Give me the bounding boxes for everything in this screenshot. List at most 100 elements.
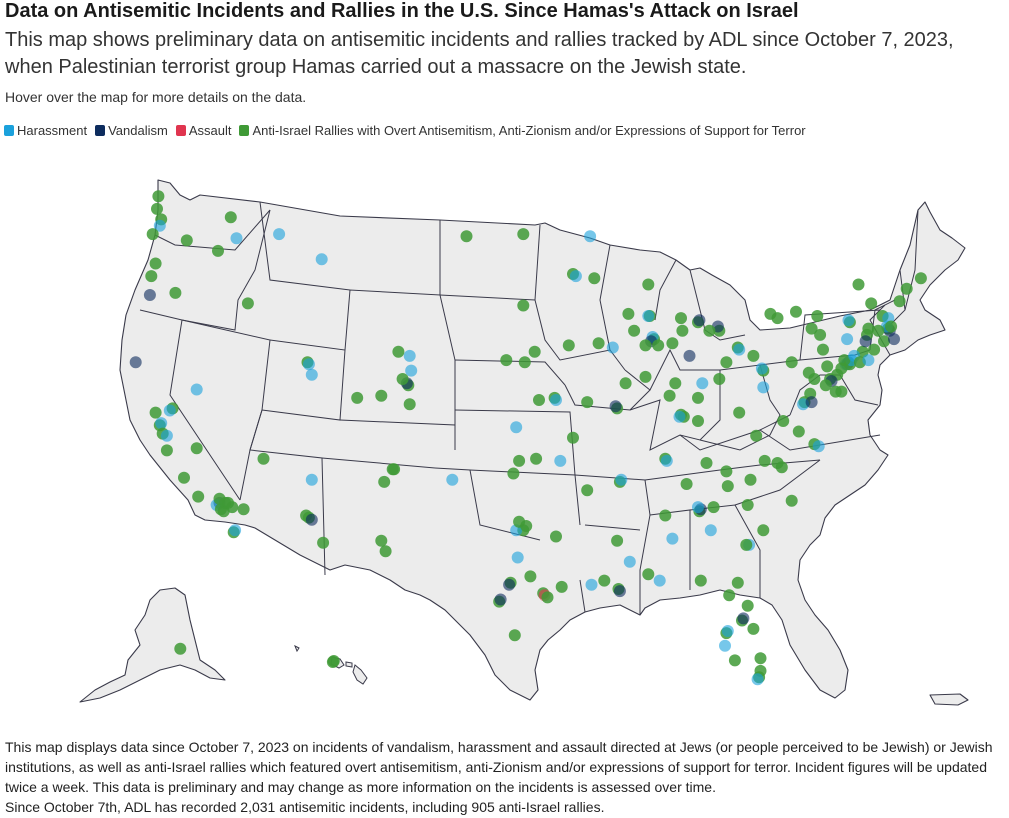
incident-dot-vandalism[interactable] [693, 314, 706, 327]
legend-item-harassment[interactable]: Harassment [4, 123, 87, 138]
incident-dot-rally[interactable] [817, 343, 829, 356]
incident-dot-rally[interactable] [642, 568, 655, 581]
incident-dot-vandalism[interactable] [888, 333, 900, 346]
incident-dot-rally[interactable] [180, 234, 193, 247]
incident-dot-harassment[interactable] [190, 383, 203, 396]
incident-dot-rally[interactable] [507, 467, 520, 480]
incident-dot-rally[interactable] [222, 496, 234, 509]
incident-dot-rally[interactable] [865, 297, 878, 310]
incident-dot-rally[interactable] [669, 377, 682, 390]
incident-dot-rally[interactable] [777, 415, 790, 427]
incident-dot-rally[interactable] [692, 415, 704, 427]
incident-dot-rally[interactable] [713, 373, 726, 385]
incident-dot-rally[interactable] [703, 324, 716, 337]
incident-dot-rally[interactable] [375, 389, 388, 402]
incident-dot-harassment[interactable] [842, 314, 855, 327]
incident-dot-harassment[interactable] [302, 358, 315, 371]
incident-dot-harassment[interactable] [623, 555, 636, 568]
incident-dot-rally[interactable] [628, 324, 641, 337]
incident-dot-harassment[interactable] [653, 574, 666, 587]
incident-dot-harassment[interactable] [315, 253, 328, 266]
incident-dot-rally[interactable] [775, 461, 788, 474]
incident-dot-rally[interactable] [178, 471, 190, 484]
legend-item-rallies[interactable]: Anti-Israel Rallies with Overt Antisemit… [239, 123, 806, 138]
incident-dot-rally[interactable] [862, 322, 875, 335]
legend-item-vandalism[interactable]: Vandalism [95, 123, 168, 138]
incident-dot-rally[interactable] [160, 444, 173, 457]
incident-dot-vandalism[interactable] [737, 612, 750, 625]
incident-dot-rally[interactable] [212, 244, 224, 257]
incident-dot-harassment[interactable] [606, 341, 619, 354]
incident-dot-harassment[interactable] [841, 333, 854, 346]
incident-dot-harassment[interactable] [666, 532, 679, 545]
incident-dot-vandalism[interactable] [683, 349, 696, 362]
incident-dot-rally[interactable] [790, 305, 802, 318]
incident-dot-rally[interactable] [517, 228, 530, 241]
incident-dot-rally[interactable] [744, 473, 757, 486]
incident-dot-harassment[interactable] [155, 417, 168, 430]
incident-dot-rally[interactable] [513, 515, 526, 528]
incident-dot-rally[interactable] [731, 576, 744, 589]
incident-dot-harassment[interactable] [751, 673, 764, 686]
us-incident-map[interactable] [0, 150, 1009, 730]
incident-dot-rally[interactable] [893, 295, 906, 308]
incident-dot-rally[interactable] [754, 652, 767, 665]
incident-dot-vandalism[interactable] [129, 356, 142, 369]
incident-dot-rally[interactable] [885, 320, 898, 333]
incident-dot-rally[interactable] [707, 501, 720, 514]
incident-dot-rally[interactable] [317, 536, 330, 549]
incident-dot-harassment[interactable] [719, 639, 731, 652]
incident-dot-rally[interactable] [821, 360, 834, 373]
incident-dot-rally[interactable] [396, 373, 409, 385]
incident-dot-rally[interactable] [750, 429, 763, 442]
incident-dot-rally[interactable] [666, 337, 679, 350]
incident-dot-rally[interactable] [588, 272, 601, 285]
incident-dot-harassment[interactable] [642, 310, 655, 322]
incident-dot-rally[interactable] [581, 484, 594, 497]
incident-dot-harassment[interactable] [721, 625, 734, 637]
incident-dot-harassment[interactable] [692, 501, 704, 514]
incident-dot-rally[interactable] [351, 391, 364, 404]
incident-dot-rally[interactable] [692, 391, 704, 404]
incident-dot-rally[interactable] [747, 349, 760, 362]
incident-dot-rally[interactable] [513, 454, 526, 467]
incident-dot-rally[interactable] [720, 465, 733, 478]
incident-dot-rally[interactable] [517, 299, 530, 312]
incident-dot-rally[interactable] [747, 622, 760, 635]
incident-dot-rally[interactable] [872, 324, 885, 337]
incident-dot-rally[interactable] [598, 574, 611, 587]
incident-dot-rally[interactable] [192, 490, 205, 503]
incident-dot-rally[interactable] [811, 310, 824, 322]
incident-dot-harassment[interactable] [229, 524, 242, 537]
incident-dot-harassment[interactable] [862, 354, 875, 367]
incident-dot-harassment[interactable] [511, 551, 524, 564]
incident-dot-rally[interactable] [581, 396, 594, 409]
incident-dot-rally[interactable] [785, 356, 798, 369]
incident-dot-harassment[interactable] [615, 473, 628, 486]
incident-dot-vandalism[interactable] [613, 585, 626, 598]
incident-dot-rally[interactable] [533, 394, 545, 406]
incident-dot-harassment[interactable] [153, 219, 166, 232]
incident-dot-rally[interactable] [676, 324, 689, 337]
incident-dot-harassment[interactable] [660, 454, 673, 467]
incident-dot-vandalism[interactable] [305, 513, 318, 526]
incident-dot-vandalism[interactable] [805, 396, 818, 409]
incident-dot-rally[interactable] [375, 534, 388, 547]
incident-dot-harassment[interactable] [550, 394, 562, 406]
incident-dot-rally[interactable] [257, 452, 270, 465]
incident-dot-harassment[interactable] [305, 473, 318, 486]
incident-dot-rally[interactable] [680, 478, 693, 490]
incident-dot-rally[interactable] [721, 480, 734, 493]
incident-dot-harassment[interactable] [704, 524, 717, 537]
incident-dot-harassment[interactable] [273, 228, 286, 241]
incident-dot-harassment[interactable] [510, 421, 523, 434]
incident-dot-harassment[interactable] [757, 381, 770, 394]
incident-dot-harassment[interactable] [585, 578, 598, 591]
incident-dot-harassment[interactable] [163, 404, 176, 417]
incident-dot-harassment[interactable] [403, 349, 416, 362]
incident-dot-rally[interactable] [835, 385, 848, 398]
incident-dot-rally[interactable] [639, 370, 652, 383]
incident-dot-rally[interactable] [914, 272, 927, 285]
incident-dot-rally[interactable] [852, 278, 865, 291]
incident-dot-rally[interactable] [639, 339, 652, 352]
